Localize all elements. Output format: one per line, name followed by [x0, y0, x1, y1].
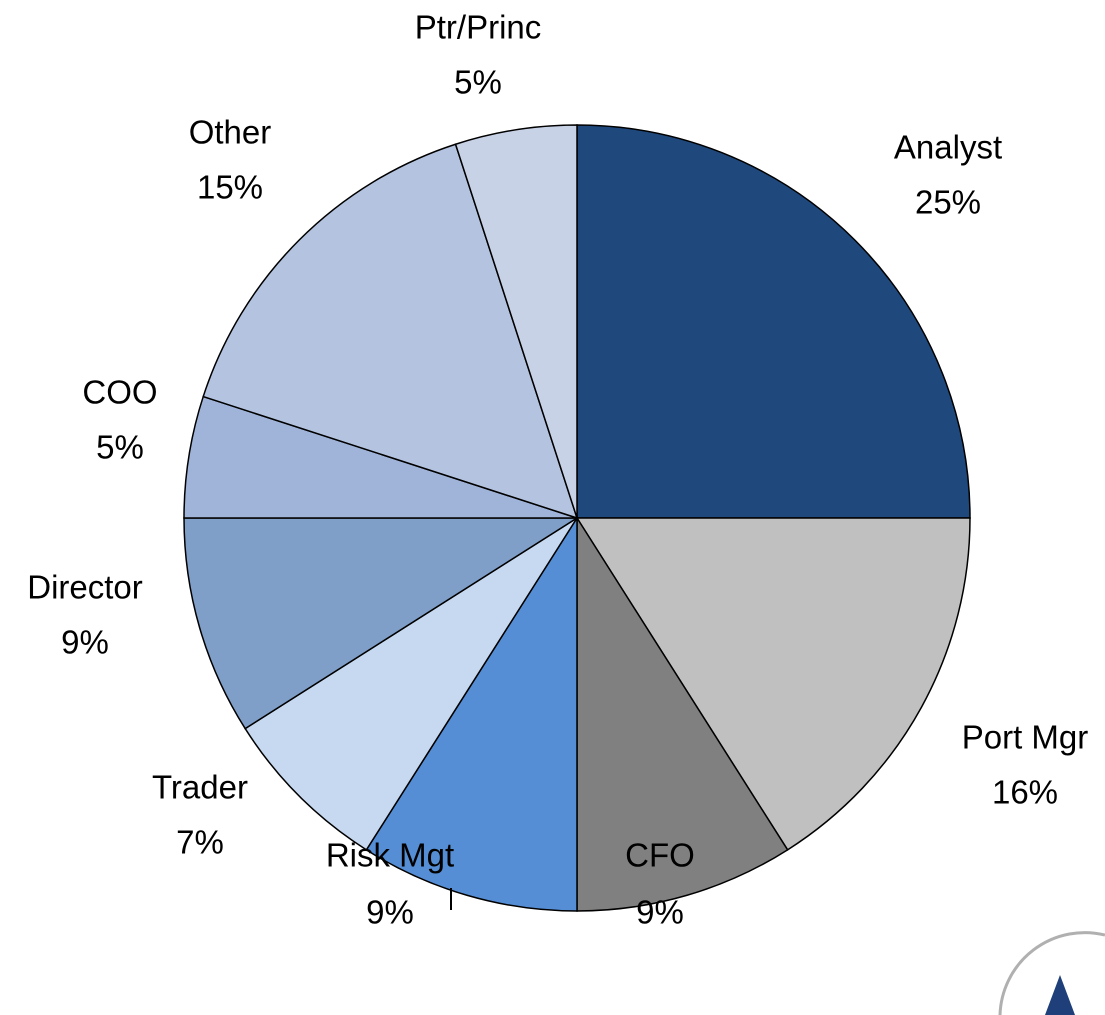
value-label: 9% — [61, 624, 109, 661]
logo-fragment — [1045, 975, 1075, 1015]
slice-label: Other — [189, 114, 272, 151]
slice-label: COO — [82, 374, 157, 411]
pie — [183, 124, 971, 912]
slice-label: Risk Mgt — [326, 837, 454, 874]
logo-fragment — [998, 931, 1105, 1015]
pie-slice — [576, 124, 971, 519]
value-label: 15% — [197, 169, 263, 206]
pie-slice — [244, 517, 578, 851]
slice-label: Director — [27, 569, 143, 606]
value-label: 5% — [96, 429, 144, 466]
pie-slice — [183, 517, 580, 730]
value-label: 7% — [176, 824, 224, 861]
slice-label: Analyst — [894, 129, 1002, 166]
slice-label: Port Mgr — [962, 719, 1089, 756]
value-label: 5% — [454, 64, 502, 101]
pie-slice — [365, 515, 578, 912]
value-label: 9% — [366, 894, 414, 931]
value-label: 25% — [915, 184, 981, 221]
slice-label: Ptr/Princ — [415, 9, 542, 46]
slice-label: Trader — [152, 769, 248, 806]
pie-slice — [576, 515, 789, 912]
slice-label: CFO — [625, 837, 695, 874]
pie-slice — [575, 517, 971, 851]
value-label: 9% — [636, 894, 684, 931]
pie-slice — [454, 124, 578, 519]
value-label: 16% — [992, 774, 1058, 811]
pie-slice — [202, 143, 579, 520]
